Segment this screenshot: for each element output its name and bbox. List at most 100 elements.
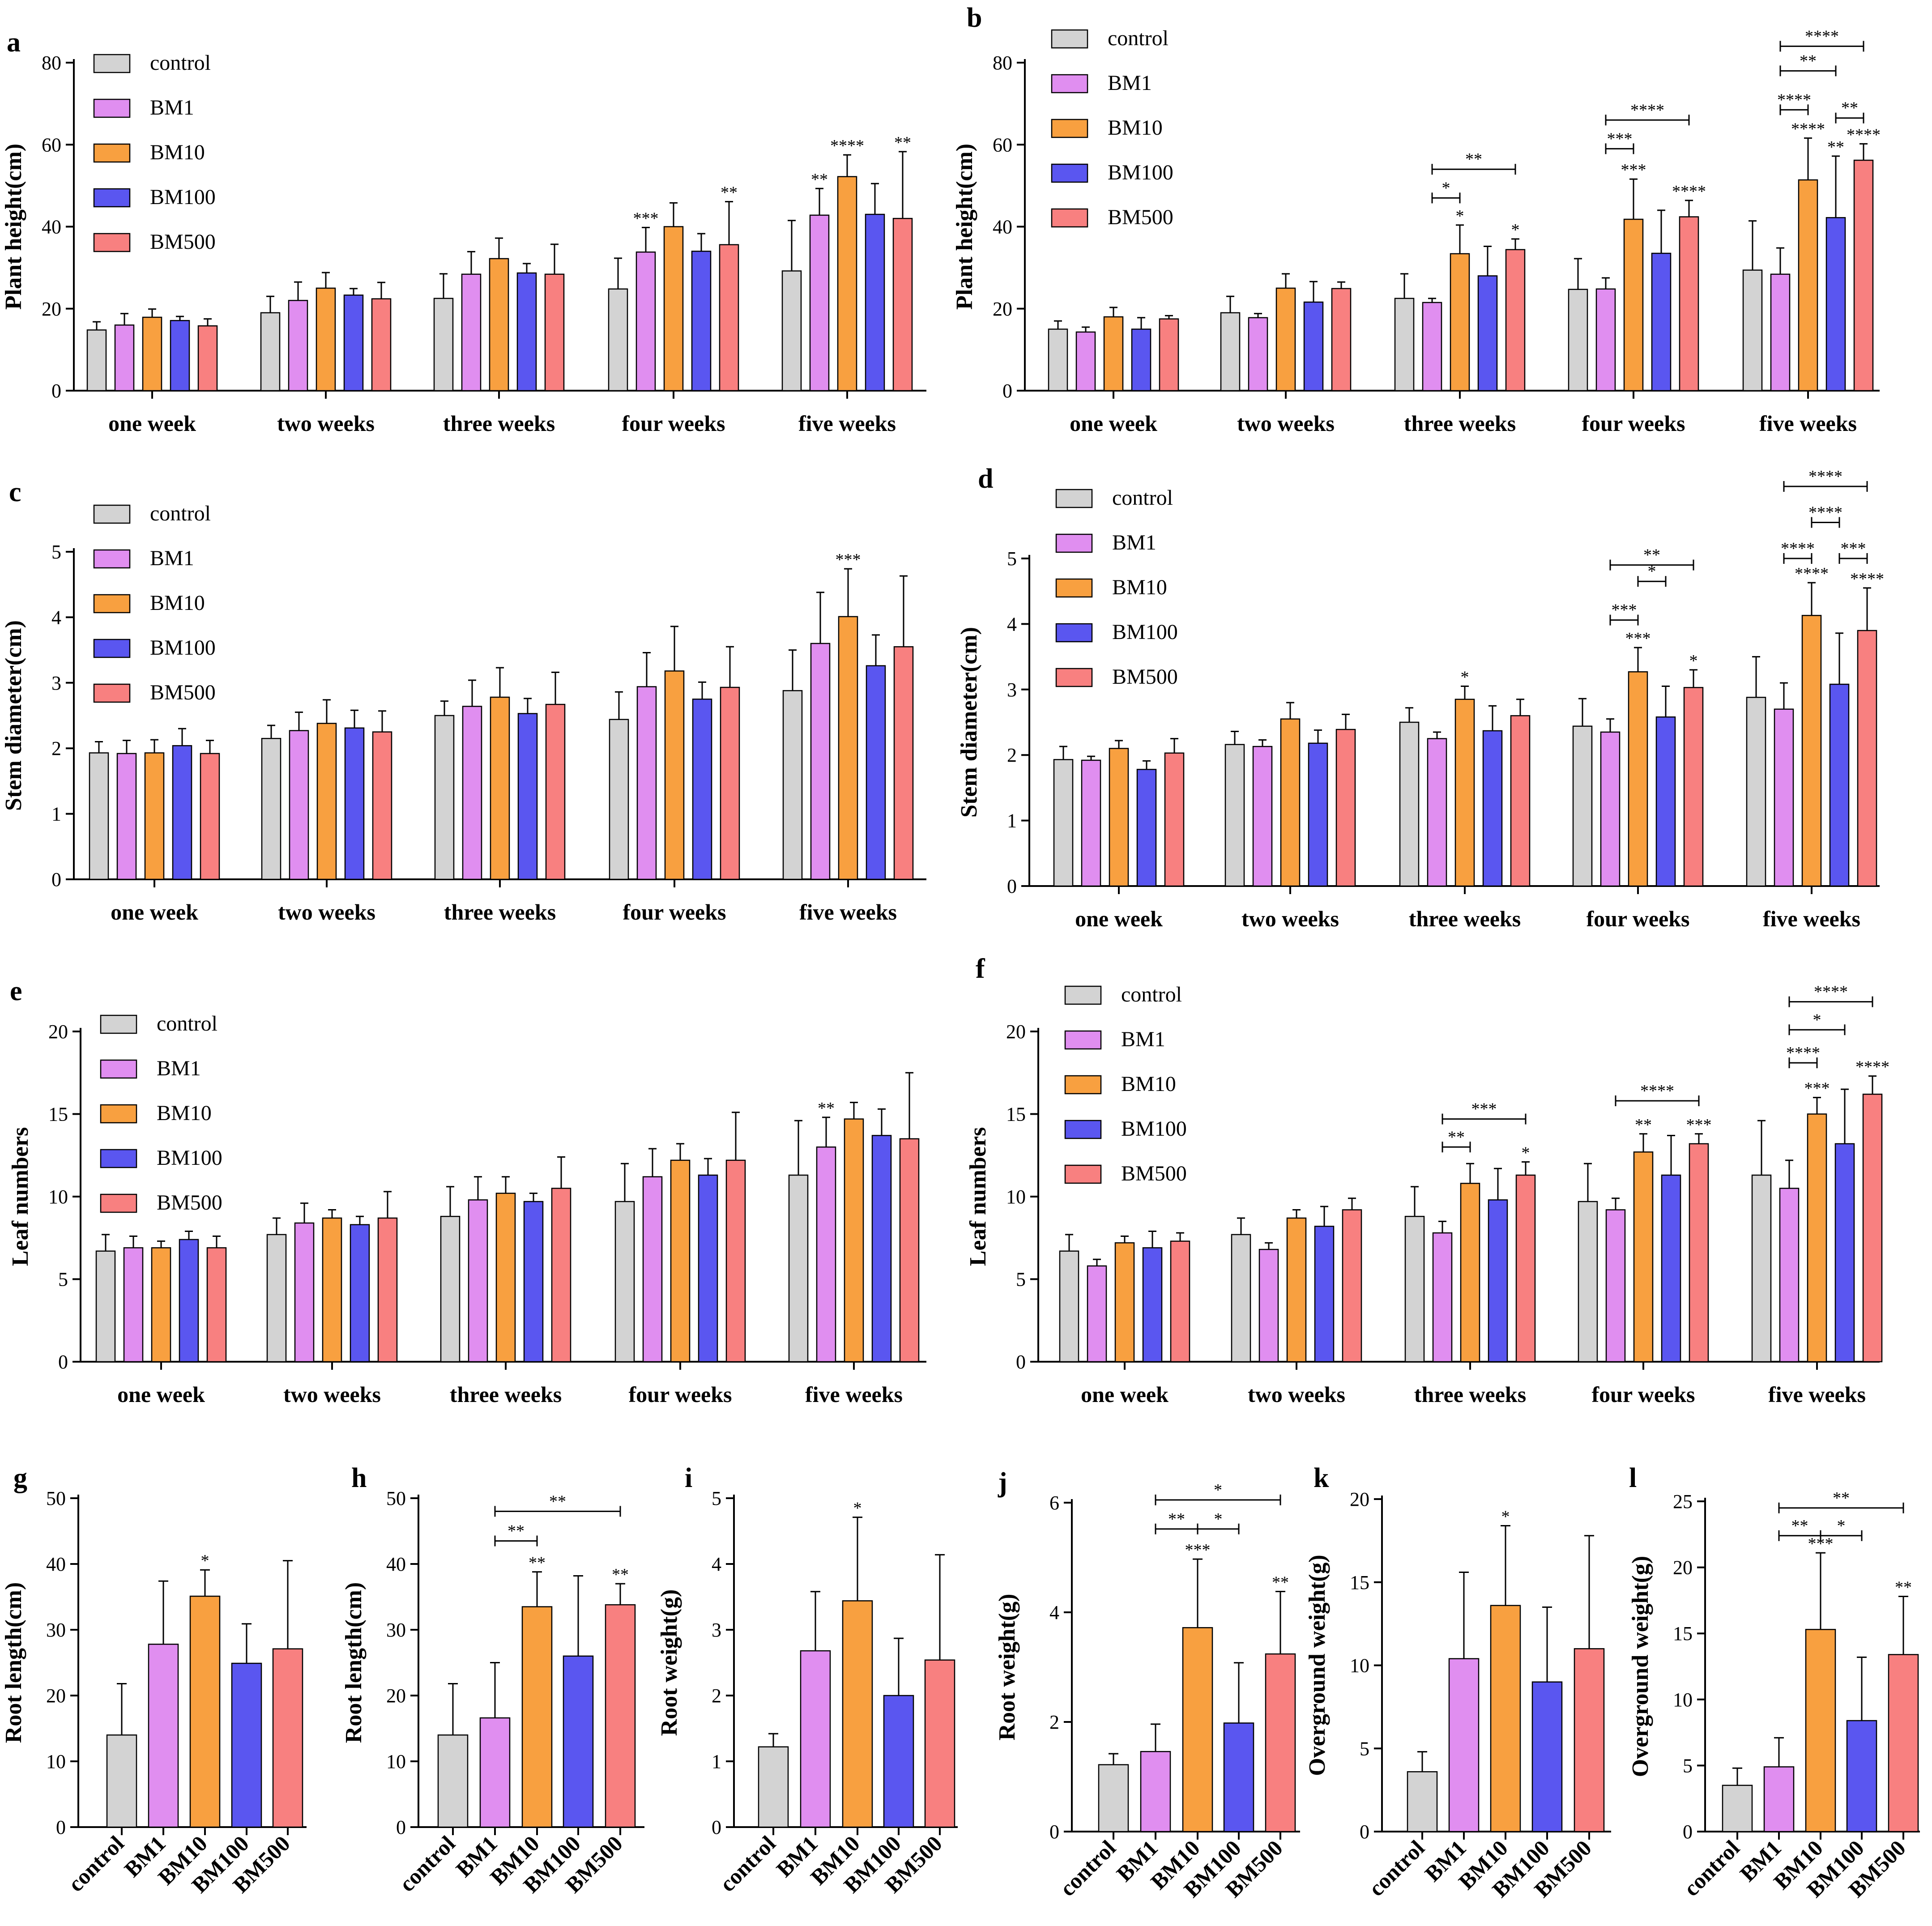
- bracket-significance-label: **: [1168, 1510, 1185, 1529]
- x-category-label: control: [63, 1831, 129, 1896]
- error-bar: [878, 1108, 886, 1136]
- error-bar: [1065, 1234, 1073, 1251]
- bar-bm10: [144, 752, 165, 880]
- y-tick-label: 5: [712, 1487, 721, 1509]
- bar-bm500: [605, 1604, 636, 1828]
- panel-letter: d: [978, 464, 993, 494]
- bracket-significance-label: ****: [1630, 101, 1664, 119]
- error-bar: [1109, 307, 1117, 317]
- bar-bm500: [899, 1138, 920, 1363]
- comparison-bracket: [1811, 517, 1840, 528]
- error-bar: [1695, 1133, 1703, 1144]
- y-tick-label: 20: [48, 1021, 68, 1043]
- error-bar: [1774, 1737, 1784, 1767]
- legend-label: BM100: [1121, 1117, 1187, 1141]
- error-bar: [1265, 1242, 1273, 1250]
- bar-control: [266, 1234, 287, 1363]
- bar-bm100: [865, 213, 885, 392]
- error-bar: [322, 272, 330, 288]
- bar-bm500: [372, 731, 392, 880]
- significance-label: ****: [1850, 570, 1884, 588]
- comparison-bracket: [1431, 164, 1516, 175]
- bar-bm100: [517, 713, 538, 880]
- comparison-bracket: [1783, 481, 1868, 492]
- legend-label: BM1: [1121, 1027, 1165, 1051]
- bar-bm1: [288, 300, 308, 392]
- bar-bm500: [200, 753, 220, 880]
- bar-bm1: [809, 214, 830, 392]
- bar-bm100: [170, 320, 190, 392]
- panel-letter: i: [685, 1463, 692, 1493]
- legend-label: control: [1112, 486, 1173, 510]
- comparison-bracket: [1788, 1057, 1818, 1069]
- error-bar: [468, 679, 476, 707]
- error-bar: [1137, 317, 1145, 329]
- x-category-label: four weeks: [1586, 906, 1689, 931]
- error-bar: [1459, 1571, 1469, 1659]
- y-tick-label: 4: [51, 606, 61, 628]
- bracket-significance-label: ****: [1808, 503, 1842, 522]
- bar-bm10: [151, 1247, 171, 1363]
- bar-bm1: [1081, 759, 1101, 887]
- error-bar: [726, 646, 734, 688]
- legend-label: BM500: [150, 230, 216, 254]
- error-bar: [1292, 1209, 1301, 1218]
- bar-control: [433, 298, 454, 392]
- legend-label: BM500: [1121, 1162, 1187, 1185]
- bar-control: [106, 1734, 137, 1828]
- y-tick-label: 15: [1350, 1572, 1369, 1594]
- error-bar: [1757, 1120, 1766, 1176]
- legend-label: BM100: [157, 1146, 222, 1170]
- bar-bm10: [1103, 316, 1124, 392]
- error-bar: [356, 1215, 364, 1225]
- significance-label: **: [1635, 1116, 1652, 1134]
- y-tick-label: 15: [1006, 1104, 1026, 1125]
- error-bar: [1804, 137, 1812, 180]
- legend-swatch-bm10: [1051, 119, 1088, 138]
- bar-control: [260, 312, 281, 392]
- x-category-label: one week: [1081, 1382, 1169, 1407]
- x-category-label: two weeks: [283, 1382, 381, 1407]
- bar-bm1: [816, 1146, 836, 1363]
- comparison-bracket: [1605, 115, 1690, 126]
- error-bar: [1176, 1232, 1184, 1241]
- legend-label: BM10: [157, 1101, 212, 1125]
- bar-bm10: [670, 1159, 691, 1363]
- bar-bm1: [294, 1222, 315, 1363]
- significance-label: ****: [1795, 564, 1829, 583]
- error-bar: [704, 1158, 712, 1176]
- bar-bm100: [1136, 769, 1157, 887]
- error-bar: [1634, 647, 1642, 672]
- legend-swatch-bm1: [93, 549, 131, 569]
- legend-label: BM10: [1121, 1072, 1176, 1096]
- error-bar: [935, 1554, 945, 1660]
- bar-bm100: [1834, 1143, 1855, 1363]
- y-axis-title: Stem diameter(cm): [1, 620, 26, 811]
- error-bar: [1511, 238, 1519, 250]
- error-bar: [446, 1186, 454, 1217]
- error-bar: [1776, 247, 1784, 274]
- bracket-significance-label: ****: [1781, 539, 1815, 558]
- bar-bm1: [1140, 1751, 1171, 1832]
- x-category-label: control: [1055, 1835, 1121, 1901]
- legend-swatch-bm500: [100, 1193, 137, 1213]
- y-tick-label: 5: [51, 541, 61, 563]
- error-bar: [529, 1193, 537, 1202]
- error-bar: [440, 700, 448, 716]
- bar-control: [1231, 1234, 1251, 1363]
- legend-swatch-bm10: [93, 594, 131, 614]
- comparison-bracket: [1788, 1024, 1846, 1035]
- significance-label: ****: [1847, 125, 1881, 144]
- error-bar: [1606, 718, 1614, 732]
- error-bar: [439, 273, 448, 298]
- error-bar: [725, 201, 733, 245]
- y-tick-label: 10: [46, 1751, 66, 1773]
- error-bar: [816, 592, 824, 643]
- x-category-label: control: [394, 1831, 460, 1896]
- error-bar: [1456, 224, 1464, 254]
- significance-label: **: [529, 1554, 546, 1572]
- y-axis-title: Stem diameter(cm): [956, 627, 982, 818]
- bar-bm1: [289, 730, 309, 880]
- bar-bm1: [1087, 1265, 1107, 1363]
